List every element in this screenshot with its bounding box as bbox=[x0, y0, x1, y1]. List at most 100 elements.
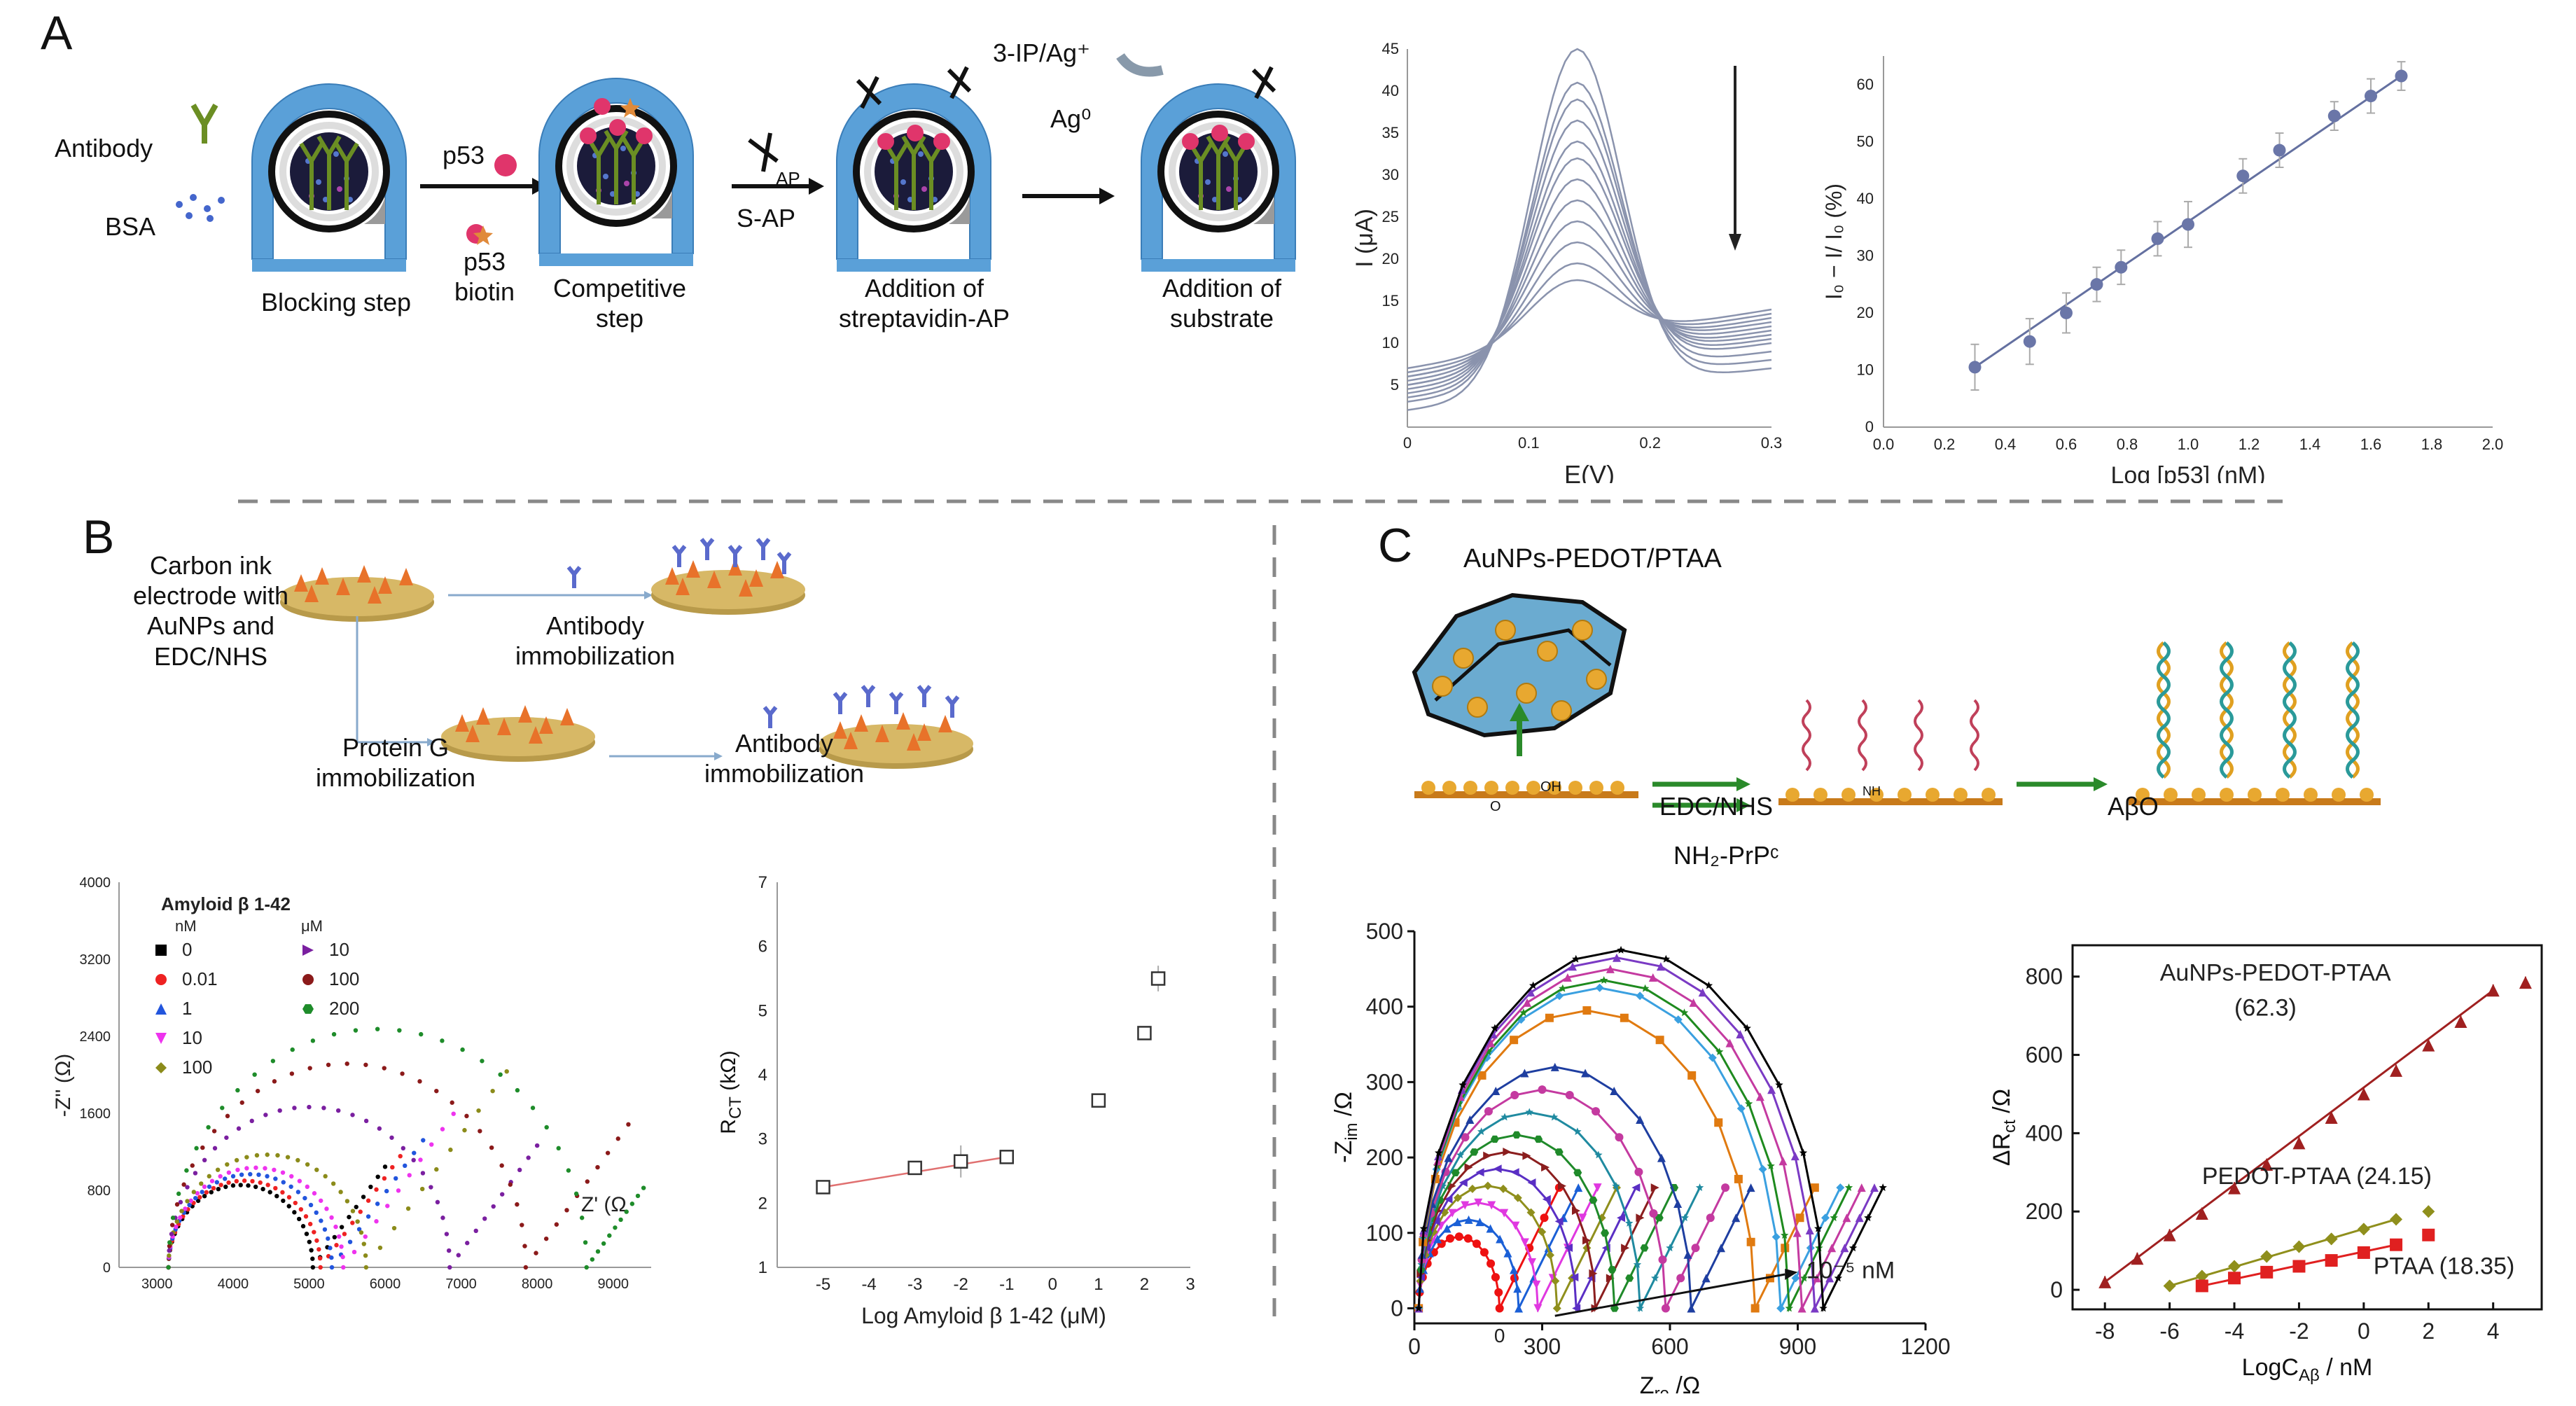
nyquist-tail-point bbox=[351, 1249, 357, 1255]
nyquist-tail-point bbox=[354, 1204, 358, 1209]
dpv-curve bbox=[1407, 140, 1772, 390]
nyquist-point bbox=[1608, 1266, 1617, 1274]
nyquist-point bbox=[1463, 1234, 1473, 1243]
nyquist-tail-point bbox=[391, 1225, 397, 1231]
nyquist-point bbox=[1641, 984, 1650, 992]
x-tick-label: 0.2 bbox=[1934, 436, 1956, 453]
data-point bbox=[999, 1150, 1015, 1164]
nyquist-point bbox=[508, 1182, 513, 1187]
nyquist-point bbox=[329, 1265, 335, 1270]
dpv-curve bbox=[1407, 178, 1772, 387]
nyquist-point bbox=[363, 1062, 368, 1067]
nyquist-point bbox=[230, 1183, 236, 1188]
nyquist-point bbox=[1470, 1148, 1479, 1156]
nyquist-point bbox=[1541, 1163, 1550, 1172]
x-tick-label: -8 bbox=[2095, 1318, 2115, 1344]
nyquist-point bbox=[344, 1061, 349, 1066]
data-point bbox=[2422, 1205, 2435, 1218]
chart-dpv: 0 0.1 0.2 0.3 5 10 15 20 25 30 35 40 45 E(V) I (μA) bbox=[1351, 28, 1785, 489]
nyquist-point bbox=[1496, 1234, 1505, 1244]
nyquist-tail-point bbox=[473, 1228, 478, 1234]
nyquist-point bbox=[207, 1174, 211, 1179]
nyquist-point bbox=[246, 1183, 251, 1188]
nyquist-point bbox=[253, 1165, 258, 1170]
nyquist-point bbox=[1736, 1104, 1746, 1113]
nyquist-point bbox=[200, 1190, 204, 1195]
data-point bbox=[2325, 1232, 2338, 1246]
series-label-pedot: PEDOT-PTAA (24.15) bbox=[2202, 1163, 2432, 1190]
nyquist-point bbox=[214, 1180, 220, 1185]
nyquist-point bbox=[179, 1209, 184, 1213]
nyquist-point bbox=[289, 1174, 294, 1179]
y-tick-label: 40 bbox=[1857, 190, 1874, 207]
nyquist-tail-point bbox=[500, 1192, 505, 1197]
nyquist-tail-point bbox=[347, 1214, 351, 1220]
nyquist-point bbox=[1486, 1224, 1495, 1233]
nyquist-point bbox=[174, 1202, 180, 1207]
x-axis-label: LogCAβ / nM bbox=[2242, 1354, 2373, 1385]
legend-label: 0.01 bbox=[182, 968, 218, 989]
nyquist-point bbox=[1558, 1181, 1567, 1190]
legend-marker bbox=[155, 1033, 167, 1044]
nyquist-point bbox=[238, 1183, 243, 1188]
nyquist-point bbox=[401, 1146, 406, 1151]
data-point bbox=[2357, 1087, 2370, 1101]
decrease-arrowhead bbox=[1729, 234, 1741, 251]
nyquist-point bbox=[1550, 1062, 1559, 1071]
nyquist-tail-point bbox=[491, 1204, 496, 1209]
data-point bbox=[2390, 1064, 2403, 1077]
nyquist-point bbox=[1589, 1269, 1598, 1278]
nyquist-tail-point bbox=[390, 1164, 395, 1170]
nyquist-point bbox=[1704, 981, 1713, 989]
nyquist-point bbox=[1522, 1151, 1531, 1160]
y-tick-label: 30 bbox=[1382, 166, 1399, 183]
nyquist-point bbox=[212, 1146, 218, 1151]
nyquist-point bbox=[209, 1178, 215, 1183]
legend-label: 200 bbox=[329, 998, 359, 1019]
x-axis-label: E(V) bbox=[1564, 460, 1615, 483]
x-tick-label: -6 bbox=[2159, 1318, 2179, 1344]
nyquist-point bbox=[375, 1026, 380, 1031]
nyquist-point bbox=[1656, 962, 1665, 971]
nyquist-point bbox=[260, 1186, 265, 1192]
data-point bbox=[2292, 1240, 2306, 1253]
nyquist-point bbox=[480, 1059, 485, 1064]
nyquist-point bbox=[244, 1166, 249, 1171]
nyquist-point bbox=[420, 1171, 426, 1176]
y-tick-label: 35 bbox=[1382, 124, 1399, 141]
nyquist-point bbox=[250, 1178, 255, 1184]
nyquist-point bbox=[440, 1216, 445, 1220]
ap-label: AP bbox=[776, 168, 800, 189]
nyquist-point bbox=[1513, 1284, 1522, 1293]
legend-marker bbox=[302, 945, 314, 956]
nyquist-tail-point bbox=[374, 1187, 379, 1192]
data-point bbox=[1091, 1093, 1106, 1108]
nyquist-tail-point bbox=[398, 1153, 403, 1159]
nyquist-point bbox=[515, 1202, 520, 1207]
nyquist-point bbox=[530, 1106, 536, 1111]
nyquist-point bbox=[1419, 1224, 1428, 1232]
nyquist-point bbox=[1655, 1214, 1664, 1222]
nyquist-tail-point bbox=[624, 1209, 629, 1214]
data-point bbox=[2163, 1279, 2176, 1293]
nyquist-tail-point bbox=[342, 1232, 347, 1237]
nyquist-point bbox=[167, 1253, 172, 1258]
nyquist-point bbox=[295, 1190, 301, 1195]
data-point bbox=[2327, 109, 2341, 123]
x-tick-label: 0.4 bbox=[1995, 436, 2017, 453]
nyquist-tail-point bbox=[382, 1164, 388, 1169]
nyquist-point bbox=[1715, 1047, 1724, 1056]
nyquist-tail-point bbox=[429, 1142, 434, 1147]
data-point bbox=[2519, 976, 2532, 989]
nyquist-point bbox=[321, 1106, 326, 1111]
legend-marker bbox=[155, 945, 167, 956]
nyquist-point bbox=[1534, 1135, 1543, 1143]
antibody-label: Antibody bbox=[55, 134, 153, 162]
nyquist-point bbox=[1606, 964, 1615, 973]
nyquist-point bbox=[1429, 1227, 1438, 1237]
nyquist-point bbox=[1864, 1213, 1872, 1222]
nyquist-point bbox=[1612, 1181, 1620, 1190]
y-tick-label: 20 bbox=[1857, 304, 1874, 321]
nyquist-point bbox=[1582, 1006, 1592, 1015]
y-tick-label: 10 bbox=[1382, 334, 1399, 352]
